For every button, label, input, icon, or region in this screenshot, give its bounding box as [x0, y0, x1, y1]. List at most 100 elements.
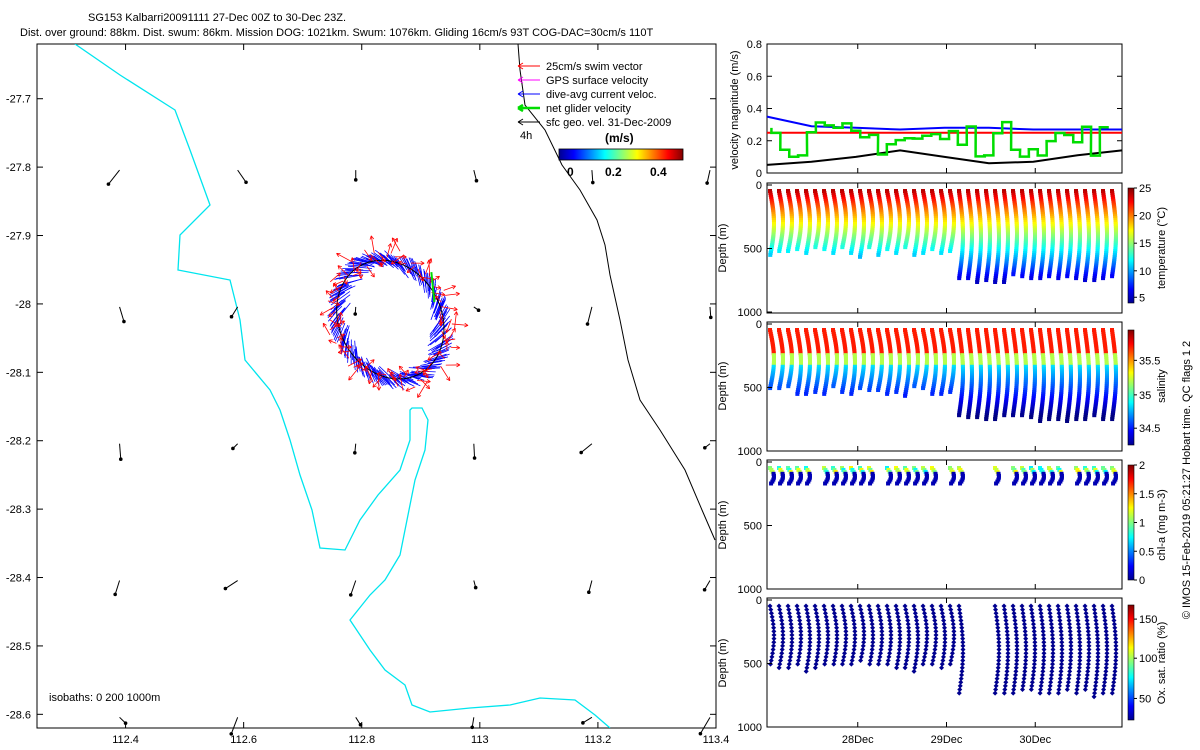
swim-vector-head [358, 274, 364, 279]
oxy-point [1068, 654, 1074, 660]
temp-point [795, 247, 800, 252]
oxy-point [848, 661, 854, 667]
current-vector [376, 369, 390, 385]
geostrophic-vectors [106, 169, 713, 736]
oxy-point [798, 625, 804, 631]
swim-vector-head [414, 369, 419, 375]
oxy-point [1032, 643, 1038, 649]
current-vector [329, 284, 352, 299]
oxy-point [1004, 665, 1010, 671]
oxy-point [996, 639, 1002, 645]
current-vector [394, 258, 409, 279]
oxy-point [1103, 668, 1109, 674]
current-vector [432, 296, 440, 314]
swim-vector [332, 296, 341, 302]
oxy-point [929, 661, 935, 667]
oxy-point [886, 614, 892, 620]
oxy-point [1074, 607, 1080, 613]
swim-vector [356, 262, 362, 272]
oxy-point [1059, 647, 1065, 653]
oxy-point [877, 654, 883, 660]
oxy-point [923, 647, 929, 653]
net-glider-vector [430, 272, 436, 303]
oxy-point [1104, 647, 1110, 653]
oxy-point [1110, 686, 1116, 692]
oxy-point [815, 650, 821, 656]
swim-vector [451, 323, 469, 326]
oxy-point [1005, 643, 1011, 649]
oxy-point [1040, 661, 1046, 667]
swim-vector-head [359, 362, 364, 367]
copyright-note: © IMOS 15-Feb-2019 05:21:27 Hobart time.… [1181, 341, 1193, 619]
oxy-point [948, 610, 954, 616]
oxy-point [870, 628, 876, 634]
temp-point [993, 279, 998, 284]
oxy-point [1031, 668, 1037, 674]
oxy-point [1010, 603, 1016, 609]
chl-point [904, 481, 909, 486]
oxy-point [931, 650, 937, 656]
oxy-point [1104, 643, 1110, 649]
oxy-point [1041, 650, 1047, 656]
oxy-point [949, 614, 955, 620]
oxy-ytick-label: 1000 [738, 722, 762, 734]
swim-vector [361, 359, 375, 372]
geo-vector-head [106, 182, 111, 186]
oxy-point [1002, 683, 1008, 689]
oxy-point [1040, 625, 1046, 631]
oxy-point [1004, 628, 1010, 634]
sal-point [777, 386, 782, 391]
salinity-cblabel: salinity [1156, 369, 1168, 403]
sal-ytick-label: 0 [756, 319, 762, 331]
swim-vector [329, 285, 344, 294]
salinity-colorbar [1127, 329, 1135, 446]
oxy-point [960, 639, 966, 645]
oxy-point [1111, 621, 1117, 627]
current-vector [353, 258, 374, 265]
oxy-point [960, 657, 966, 663]
swim-vector [391, 254, 405, 265]
oxy-point [1002, 610, 1008, 616]
temp-point [975, 279, 980, 284]
geo-vector [699, 717, 711, 734]
oxy-point [870, 639, 876, 645]
current-vector [408, 257, 417, 277]
oxy-point [1104, 654, 1110, 660]
oxy-point [843, 632, 849, 638]
oxy-point [1003, 676, 1009, 682]
oxy-point [806, 618, 812, 624]
oxy-point [795, 607, 801, 613]
geo-vector-head [229, 314, 234, 319]
chl-point [796, 481, 801, 486]
current-vector [412, 373, 434, 377]
swim-vector [414, 368, 433, 374]
oxy-point [1005, 639, 1011, 645]
oxygen-ylabel: Depth (m) [717, 639, 729, 688]
swim-vector-head [329, 289, 334, 294]
current-vector [336, 322, 346, 343]
oxy-point [1041, 654, 1047, 660]
oxy-point [786, 661, 792, 667]
oxy-point [904, 657, 910, 663]
oxy-point [857, 603, 863, 609]
oxy-point [879, 625, 885, 631]
swim-vector [336, 253, 352, 263]
velocity-series-green [770, 120, 1109, 158]
oxy-point [806, 650, 812, 656]
oxy-point [1077, 636, 1083, 642]
swim-vector-head [445, 328, 450, 333]
oxy-point [1029, 607, 1035, 613]
oxy-point [1076, 672, 1082, 678]
oxy-point [942, 636, 948, 642]
swim-vector [329, 319, 341, 327]
current-vector [365, 361, 376, 383]
oxy-point [1104, 657, 1110, 663]
oxy-point [1084, 618, 1090, 624]
swim-vector-head [405, 387, 410, 392]
oxy-point [1068, 643, 1074, 649]
oxy-point [914, 650, 920, 656]
swim-vector [454, 311, 457, 330]
sal-point [849, 391, 854, 396]
oxy-point [914, 621, 920, 627]
chla-colorbar [1127, 464, 1135, 581]
